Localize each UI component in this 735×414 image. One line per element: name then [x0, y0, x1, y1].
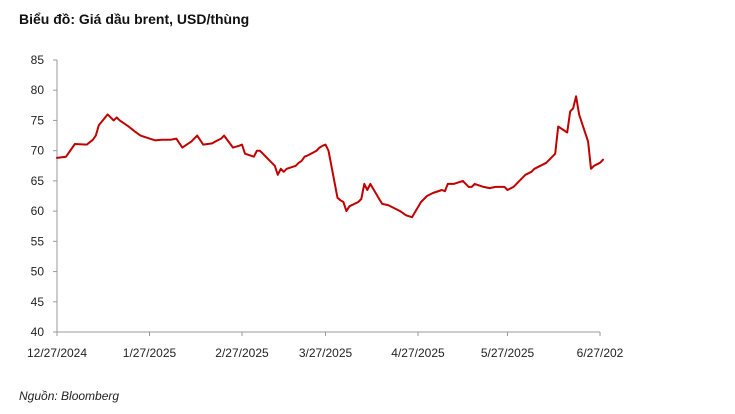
y-tick-label: 75 [31, 113, 45, 127]
chart-title: Biểu đồ: Giá dầu brent, USD/thùng [19, 11, 250, 27]
y-tick-label: 40 [31, 325, 45, 339]
y-axis-ticks: 40 45 50 55 60 65 70 75 80 85 [31, 53, 57, 339]
x-axis-ticks: 12/27/2024 1/27/2025 2/27/2025 3/27/2025 4/2… [27, 332, 624, 360]
brent-price-series-line [56, 95, 604, 219]
y-tick-label: 50 [31, 265, 45, 279]
y-tick-label: 80 [31, 83, 45, 97]
x-tick-label: 5/27/2025 [481, 346, 535, 360]
x-tick-label: 3/27/2025 [299, 346, 353, 360]
x-tick-label: 12/27/2024 [27, 346, 87, 360]
y-tick-label: 60 [31, 204, 45, 218]
x-tick-label: 6/27/202 [577, 346, 624, 360]
y-tick-label: 45 [31, 295, 45, 309]
y-tick-label: 70 [31, 144, 45, 158]
x-tick-label: 2/27/2025 [215, 346, 269, 360]
x-tick-label: 1/27/2025 [123, 346, 177, 360]
source-note: Nguồn: Bloomberg [19, 389, 120, 403]
x-tick-label: 4/27/2025 [391, 346, 445, 360]
y-tick-label: 85 [31, 53, 45, 67]
y-tick-label: 55 [31, 234, 45, 248]
y-tick-label: 65 [31, 174, 45, 188]
